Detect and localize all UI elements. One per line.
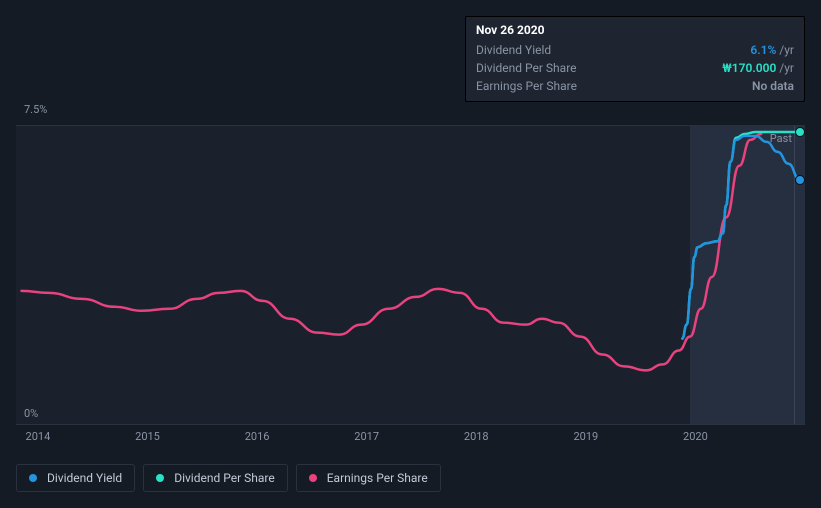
x-tick: 2016 — [245, 430, 270, 443]
series-marker — [795, 175, 805, 185]
legend-label: Dividend Yield — [47, 471, 122, 485]
legend-item[interactable]: Dividend Per Share — [143, 464, 288, 492]
tooltip-row-value: 6.1% — [750, 43, 776, 57]
tooltip-row: Earnings Per Share No data — [476, 77, 794, 95]
tooltip-row-label: Dividend Per Share — [476, 59, 577, 77]
series-marker — [795, 127, 805, 137]
x-tick: 2015 — [135, 430, 160, 443]
series-line — [21, 134, 761, 370]
x-tick: 2017 — [354, 430, 379, 443]
tooltip-row-value: No data — [752, 79, 794, 93]
tooltip-row-value: ₩170.000 — [722, 61, 776, 75]
tooltip-row-suffix: /yr — [776, 43, 794, 57]
x-tick: 2018 — [464, 430, 489, 443]
legend-swatch — [309, 474, 317, 482]
legend-item[interactable]: Dividend Yield — [16, 464, 135, 492]
plot-area[interactable]: Past — [16, 125, 805, 425]
tooltip-date: Nov 26 2020 — [476, 23, 794, 37]
tooltip-row-label: Earnings Per Share — [476, 77, 577, 95]
y-tick-zero: 0% — [24, 407, 38, 420]
chart-tooltip: Nov 26 2020 Dividend Yield6.1% /yrDivide… — [465, 16, 805, 102]
y-tick-max: 7.5% — [24, 103, 47, 116]
tooltip-rows: Dividend Yield6.1% /yrDividend Per Share… — [476, 41, 794, 95]
x-axis: 2014 2015 2016 2017 2018 2019 2020 — [16, 430, 805, 450]
x-tick: 2020 — [683, 430, 708, 443]
legend-swatch — [29, 474, 37, 482]
tooltip-row: Dividend Per Share ₩170.000 /yr — [476, 59, 794, 77]
chart-lines — [16, 126, 805, 424]
legend-label: Dividend Per Share — [174, 471, 275, 485]
legend-item[interactable]: Earnings Per Share — [296, 464, 441, 492]
x-tick: 2019 — [573, 430, 598, 443]
legend-swatch — [156, 474, 164, 482]
legend-label: Earnings Per Share — [327, 471, 428, 485]
chart-legend: Dividend Yield Dividend Per Share Earnings… — [16, 464, 441, 492]
x-tick: 2014 — [26, 430, 51, 443]
tooltip-row-suffix: /yr — [776, 61, 794, 75]
tooltip-row: Dividend Yield 6.1% /yr — [476, 41, 794, 59]
tooltip-row-label: Dividend Yield — [476, 41, 551, 59]
